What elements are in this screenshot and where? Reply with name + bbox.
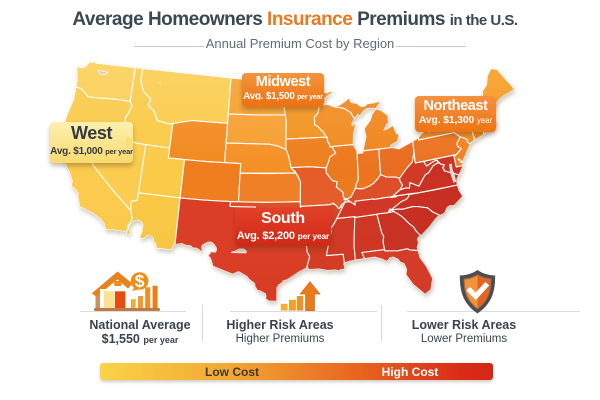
svg-text:$: $ [135,271,145,291]
